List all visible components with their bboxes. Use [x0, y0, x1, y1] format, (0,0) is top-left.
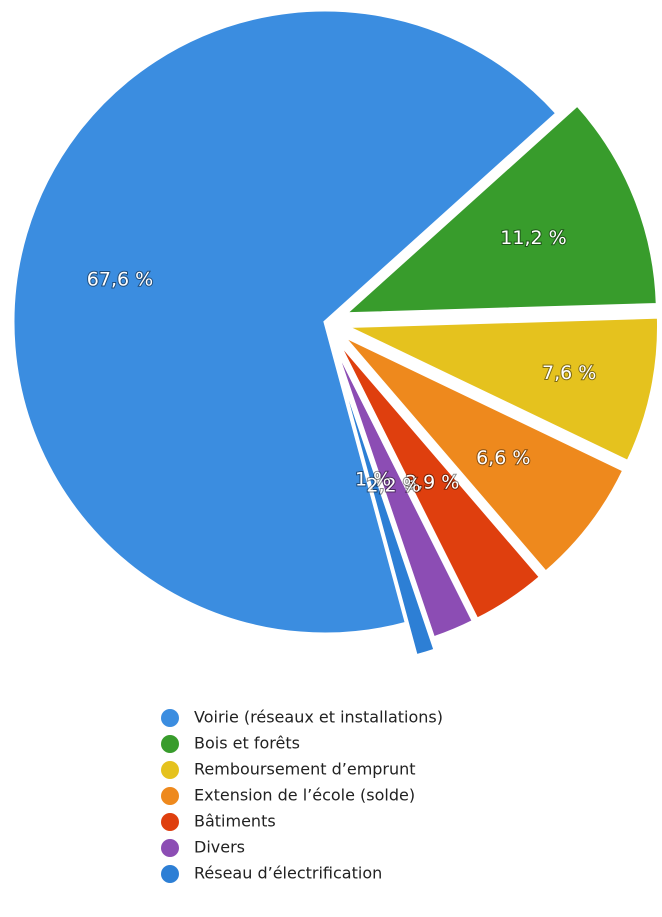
data-label: 3,9 % [405, 472, 459, 494]
pie-slice [335, 339, 543, 622]
data-label: 67,6 % [87, 269, 153, 291]
legend-label: Bois et forêts [194, 734, 300, 753]
pie-slice [11, 8, 559, 636]
legend-marker [161, 813, 179, 831]
pie-slice [332, 341, 476, 640]
legend-label: Voirie (réseaux et installations) [194, 708, 443, 727]
legend-label: Réseau d’électrification [194, 864, 382, 883]
legend-label: Bâtiments [194, 812, 276, 831]
pie-slice [341, 102, 659, 316]
legend-marker [161, 761, 179, 779]
data-label: 11,2 % [500, 227, 566, 249]
pie-slice [345, 315, 660, 464]
data-label: 1 % [355, 469, 391, 491]
legend-label: Extension de l’école (solde) [194, 786, 415, 805]
legend-label: Remboursement d’emprunt [194, 760, 416, 779]
pie-slice [341, 334, 626, 575]
legend-marker [161, 865, 179, 883]
data-label: 6,6 % [476, 447, 530, 469]
data-label: 2,2 % [366, 475, 420, 497]
data-label: 7,6 % [542, 362, 596, 384]
legend-marker [161, 839, 179, 857]
legend-marker [161, 709, 179, 727]
legend-marker [161, 787, 179, 805]
pie-slice [333, 354, 437, 658]
legend-label: Divers [194, 838, 245, 857]
legend-marker [161, 735, 179, 753]
